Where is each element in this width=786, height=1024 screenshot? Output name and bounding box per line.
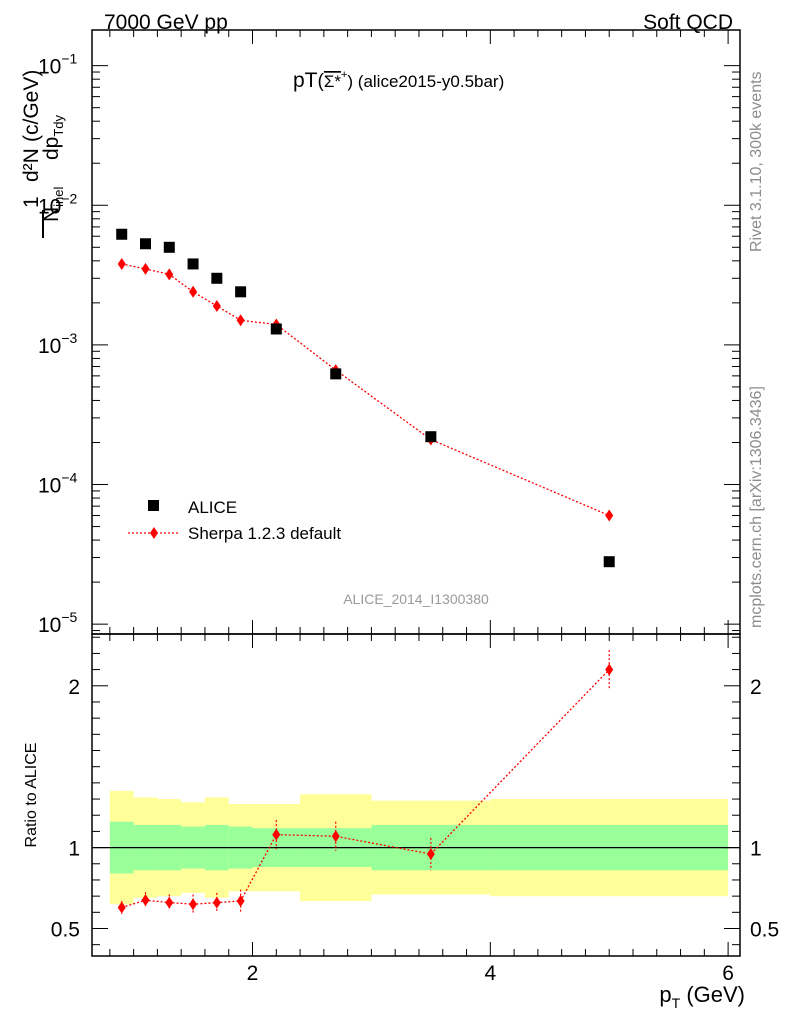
title-rest: ) (alice2015-y0.5bar)	[347, 72, 504, 91]
ratio-sherpa-point	[165, 896, 174, 909]
sherpa-line	[121, 263, 610, 517]
ratio-sherpa-point	[212, 896, 221, 909]
ratio-sherpa-point	[189, 898, 198, 911]
main-y-tick-label: 10−1	[38, 51, 78, 79]
title-paren-open: (	[318, 71, 325, 92]
ratio-y-tick-label: 2	[68, 676, 80, 699]
x-tick-label: 6	[722, 962, 734, 985]
main-y-tick-exp: −4	[61, 470, 77, 486]
ratio-y-tick-label-right: 2	[750, 676, 762, 699]
sherpa-point	[165, 268, 174, 281]
alice-point	[603, 556, 615, 568]
alice-point	[330, 368, 342, 380]
alice-point	[270, 323, 282, 335]
alice-point	[116, 228, 128, 240]
main-y-tick-label: 10−5	[38, 609, 78, 637]
legend-alice-marker	[148, 500, 159, 511]
sherpa-point	[236, 314, 245, 327]
x-tick-label: 4	[484, 962, 496, 985]
title-sigma: Σ*	[324, 72, 342, 91]
legend-sherpa-label: Sherpa 1.2.3 default	[188, 524, 341, 543]
alice-point	[235, 286, 247, 298]
side-label-rivet: Rivet 3.1.10, 300k events	[748, 71, 765, 252]
main-y-tick-label: 10−4	[38, 470, 78, 498]
y-label-dpt: dpTdy	[40, 114, 66, 160]
main-plot: 10−1 10−2 10−3 10−4 10−5	[38, 29, 741, 637]
main-y-tick-label: 10−2	[38, 190, 78, 218]
sherpa-point	[189, 285, 198, 298]
sherpa-point	[605, 509, 614, 522]
ratio-y-tick-label-right: 1	[750, 838, 762, 861]
ratio-sherpa-line	[121, 669, 610, 909]
main-y-tick-exp: −2	[61, 190, 77, 206]
y-label-unit: (c/GeV)	[20, 70, 43, 142]
ratio-sherpa-point	[426, 848, 435, 861]
ratio-y-tick-label-right: 0.5	[750, 918, 779, 941]
title-pt: pT	[293, 69, 318, 92]
x-axis-label: pT (GeV)	[659, 982, 745, 1011]
main-title: pT(Σ*+) (alice2015-y0.5bar)	[293, 69, 504, 92]
alice-point	[187, 258, 199, 270]
legend-alice-label: ALICE	[188, 498, 237, 517]
side-label-mcplots: mcplots.cern.ch [arXiv:1306.3436]	[748, 386, 765, 628]
alice-point	[163, 241, 175, 253]
ratio-sherpa-point	[117, 901, 126, 914]
alice-point	[425, 431, 437, 443]
sherpa-point	[117, 257, 126, 270]
ratio-frame	[91, 633, 741, 957]
watermark: ALICE_2014_I1300380	[343, 591, 489, 607]
title-sup: +	[341, 69, 347, 81]
main-frame	[91, 29, 741, 635]
ratio-sherpa-point	[605, 663, 614, 676]
main-y-tick-exp: −5	[61, 609, 77, 625]
sherpa-point	[212, 299, 221, 312]
x-tick-label: 2	[247, 962, 259, 985]
main-y-tick-exp: −1	[61, 51, 77, 67]
main-y-tick-exp: −3	[61, 330, 77, 346]
y-label-one: 1	[20, 196, 43, 208]
y-label-d2n: d²N	[20, 148, 43, 182]
ratio-sherpa-point	[272, 828, 281, 841]
ratio-sherpa-point	[331, 830, 340, 843]
header-right: Soft QCD	[643, 11, 733, 34]
legend: ALICE Sherpa 1.2.3 default	[128, 498, 341, 543]
ratio-sherpa-point	[141, 894, 150, 907]
ratio-y-label: Ratio to ALICE	[23, 743, 40, 848]
ratio-sherpa-point	[236, 894, 245, 907]
alice-point	[140, 238, 152, 250]
alice-point	[211, 272, 223, 284]
sherpa-point	[141, 262, 150, 275]
legend-sherpa-marker	[150, 527, 158, 539]
ratio-y-tick-label: 1	[68, 838, 80, 861]
main-y-axis-label: 1 d²N (c/GeV)	[20, 70, 44, 238]
ratio-y-tick-label: 0.5	[51, 918, 80, 941]
main-y-tick-label: 10−3	[38, 330, 78, 358]
ratio-plot: 2 4 6 0.5 0.5 1 1 2 2	[51, 633, 779, 985]
header-left: 7000 GeV pp	[104, 11, 228, 34]
